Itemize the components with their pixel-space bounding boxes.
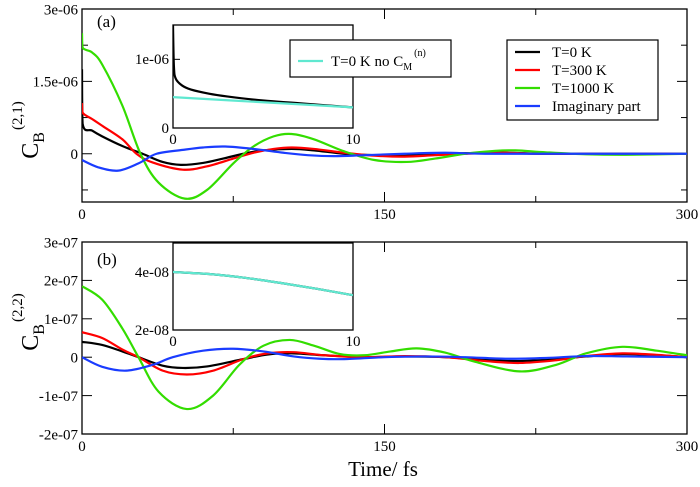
y-tick-label: 1.5e-06 <box>33 75 79 91</box>
y-axis-label: CB (2,1) <box>10 101 48 158</box>
legend-item: T=1000 K <box>515 81 614 97</box>
x-tick-label: 0 <box>78 207 86 223</box>
x-tick-label: 300 <box>676 207 699 223</box>
y-tick-label: 4e-08 <box>135 265 169 281</box>
y-tick-label: -2e-07 <box>39 427 79 443</box>
x-axis-label: Time/ fs <box>348 457 418 481</box>
panel-label: (b) <box>97 250 117 269</box>
panel-label: (a) <box>97 12 116 31</box>
legend-item: T=0 K <box>515 45 592 61</box>
y-tick-label: 1e-06 <box>135 52 170 68</box>
inset-b-series <box>173 270 353 297</box>
inset-legend-sub: M <box>403 62 412 73</box>
y-axis-label-sub: B <box>31 324 48 335</box>
inset-legend-sup: (n) <box>414 48 426 59</box>
legend-item: Imaginary part <box>515 99 642 115</box>
panel-b-series <box>82 285 687 411</box>
inset-legend-label: T=0 K no CM(n) <box>331 48 426 73</box>
series-line-t-0-k <box>173 25 353 109</box>
y-axis-label-sup: (2,1) <box>10 101 26 130</box>
y-axis-label-main: C <box>18 335 44 351</box>
x-tick-label: 0 <box>169 132 177 148</box>
y-tick-label: 1e-07 <box>44 312 79 328</box>
y-tick-label: 2e-08 <box>135 323 169 339</box>
x-tick-label: 300 <box>676 439 699 455</box>
inset-legend-text: T=0 K no C <box>331 54 403 70</box>
series-line-t-1000-k <box>82 285 687 411</box>
x-tick-label: 150 <box>373 207 396 223</box>
legend-label: T=300 K <box>552 63 607 79</box>
y-tick-label: 0 <box>71 350 79 366</box>
legend-label: Imaginary part <box>552 99 642 115</box>
series-line-t-0-k-no-c-m-n- <box>173 270 353 297</box>
panel-a-series <box>82 33 687 200</box>
y-axis-label-sup: (2,2) <box>10 293 26 322</box>
series-line-t-1000-k <box>82 33 687 200</box>
x-tick-label: 0 <box>169 334 177 350</box>
y-tick-label: 2e-07 <box>44 274 79 290</box>
series-line-imaginary-part <box>82 145 687 172</box>
inset-a-series <box>173 25 353 109</box>
x-tick-label: 0 <box>78 439 86 455</box>
legend: T=0 K T=300 K T=1000 K Imaginary part <box>506 39 659 121</box>
series-line-imaginary-part <box>82 347 687 372</box>
y-tick-label: 0 <box>162 121 170 137</box>
y-tick-label: 0 <box>71 147 79 163</box>
x-tick-label: 10 <box>346 334 361 350</box>
x-tick-label: 150 <box>373 439 396 455</box>
inset-b: 0 10 2e-08 4e-08 <box>135 242 361 350</box>
y-axis-label-sub: B <box>31 132 48 143</box>
y-tick-label: -1e-07 <box>39 389 79 405</box>
y-axis-label-main: C <box>18 143 44 159</box>
inset-b-frame <box>172 242 354 331</box>
x-tick-label: 10 <box>346 132 361 148</box>
y-tick-label: 3e-06 <box>44 2 79 18</box>
inset-legend-box <box>289 39 452 78</box>
series-line-t-0-k-no-c-m-n- <box>173 96 353 109</box>
legend-item: T=300 K <box>515 63 607 79</box>
y-tick-label: 3e-07 <box>44 235 79 251</box>
inset-legend: T=0 K no CM(n) <box>289 39 452 78</box>
y-axis-label: CB (2,2) <box>10 293 48 350</box>
legend-label: T=1000 K <box>552 81 614 97</box>
legend-label: T=0 K <box>552 45 592 61</box>
